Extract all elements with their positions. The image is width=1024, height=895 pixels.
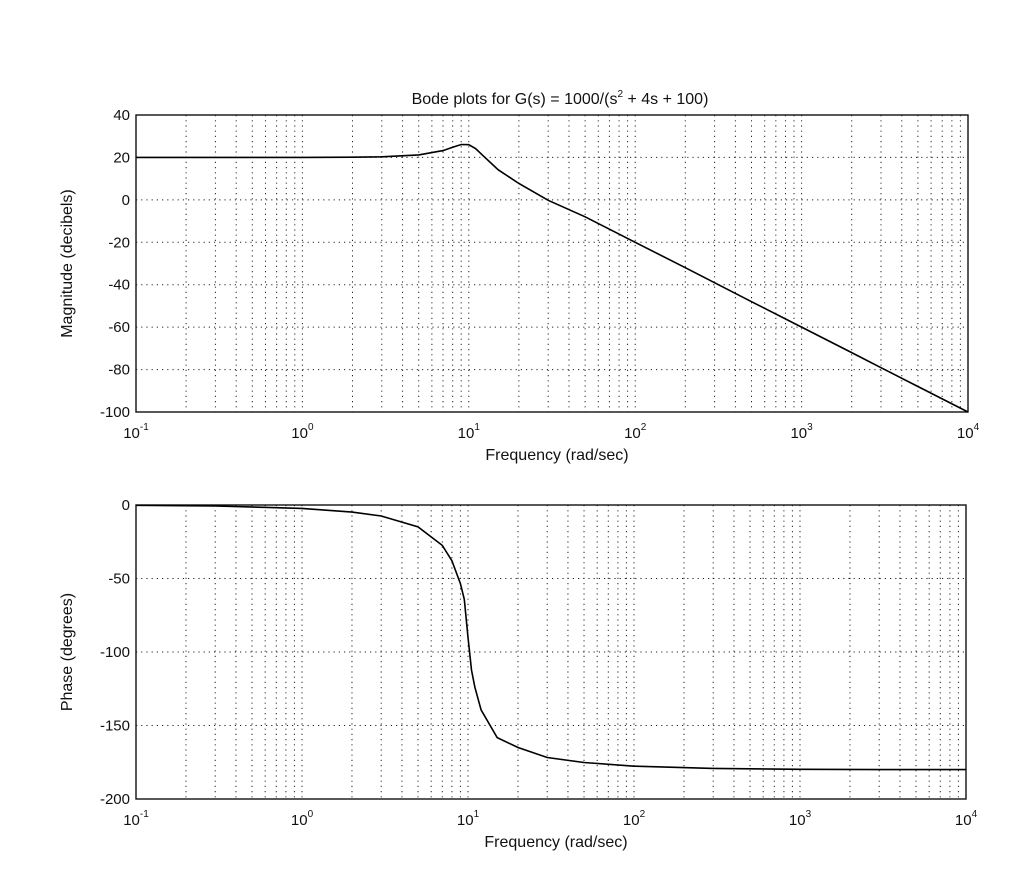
phase-x-tick-label: 10-1 — [123, 809, 149, 829]
phase-y-axis-label: Phase (degrees) — [59, 593, 76, 711]
mag-y-tick-label: 0 — [122, 192, 130, 209]
mag-x-tick-label: 10-1 — [123, 422, 149, 442]
mag-x-tick-label: 100 — [291, 422, 314, 442]
phase-y-tick-label: 0 — [122, 497, 130, 514]
mag-y-tick-label: -80 — [108, 362, 130, 379]
mag-x-axis-label: Frequency (rad/sec) — [485, 447, 628, 464]
mag-y-tick-label: -100 — [100, 404, 130, 421]
figure-title: Bode plots for G(s) = 1000/(s2 + 4s + 10… — [412, 89, 709, 108]
mag-x-tick-label: 101 — [458, 422, 481, 442]
mag-x-tick-label: 103 — [790, 422, 813, 442]
phase-series-line — [135, 504, 966, 771]
mag-x-tick-label: 102 — [624, 422, 647, 442]
mag-y-tick-label: -20 — [108, 234, 130, 251]
mag-x-tick-label: 104 — [957, 422, 980, 442]
phase-y-tick-label: -200 — [100, 791, 130, 808]
mag-series-line — [136, 143, 969, 413]
mag-y-tick-label: -40 — [108, 277, 130, 294]
phase-x-tick-label: 104 — [955, 809, 978, 829]
phase-x-axis-label: Frequency (rad/sec) — [484, 834, 627, 851]
phase-x-tick-label: 100 — [291, 809, 314, 829]
mag-y-axis-label: Magnitude (decibels) — [59, 189, 76, 338]
phase-y-tick-label: -100 — [100, 644, 130, 661]
phase-y-tick-label: -150 — [100, 718, 130, 735]
phase-x-tick-label: 102 — [623, 809, 646, 829]
phase-y-tick-label: -50 — [108, 571, 130, 588]
phase-x-tick-label: 101 — [457, 809, 480, 829]
phase-plot-frame — [135, 504, 967, 800]
mag-y-tick-label: 40 — [113, 107, 130, 124]
mag-y-tick-label: 20 — [113, 149, 130, 166]
mag-plot-frame — [135, 114, 969, 413]
mag-y-tick-label: -60 — [108, 319, 130, 336]
phase-x-tick-label: 103 — [789, 809, 812, 829]
